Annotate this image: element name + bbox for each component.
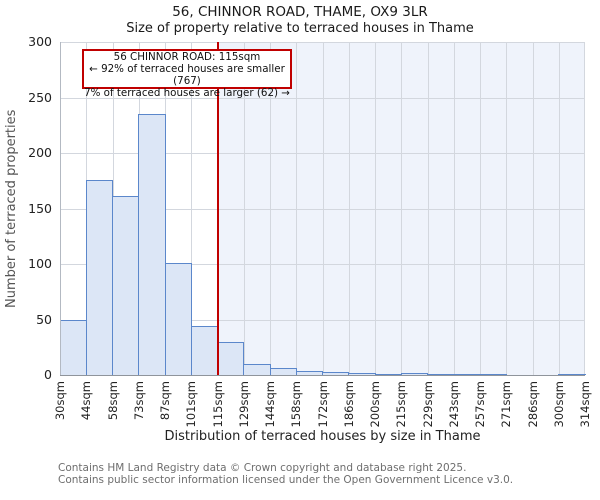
vertical-gridline	[558, 42, 560, 375]
x-tick-label: 30sqm	[53, 381, 67, 421]
vertical-gridline	[532, 42, 534, 375]
x-axis-line	[60, 375, 585, 376]
x-tick-label: 271sqm	[499, 381, 514, 428]
x-tick-label: 314sqm	[578, 381, 592, 428]
y-tick-label: 0	[44, 367, 52, 382]
histogram-bar	[479, 373, 507, 375]
y-tick-label: 150	[28, 200, 52, 216]
x-tick-label: 87sqm	[158, 381, 172, 421]
histogram-bar	[164, 262, 192, 375]
histogram-bar	[269, 368, 297, 375]
y-tick-label: 300	[28, 34, 52, 49]
x-tick-label: 229sqm	[420, 381, 435, 428]
x-tick-label: 44sqm	[79, 381, 94, 421]
vertical-gridline	[375, 42, 376, 375]
vertical-gridline	[453, 42, 455, 375]
vertical-gridline	[584, 42, 585, 375]
vertical-gridline	[348, 42, 350, 375]
annotation-larger-line: 7% of terraced houses are larger (62) →	[84, 86, 290, 99]
vertical-gridline	[506, 42, 508, 375]
annotation-smaller-line: ← 92% of terraced houses are smaller (76…	[89, 62, 285, 87]
y-tick-label: 250	[28, 89, 52, 105]
chart-subtitle: Size of property relative to terraced ho…	[126, 21, 474, 36]
footer-copyright-line: Contains HM Land Registry data © Crown c…	[58, 462, 467, 474]
x-tick-label: 286sqm	[525, 381, 540, 428]
footer-licence-line: Contains public sector information licen…	[58, 474, 514, 486]
vertical-gridline	[191, 42, 193, 375]
x-tick-label: 158sqm	[289, 381, 304, 428]
x-axis-title: Distribution of terraced houses by size …	[164, 429, 481, 444]
property-annotation-box: 56 CHINNOR ROAD: 115sqm ← 92% of terrace…	[82, 49, 292, 99]
x-tick-label: 115sqm	[210, 381, 225, 428]
vertical-gridline	[401, 42, 403, 375]
histogram-bar	[85, 179, 113, 375]
vertical-gridline	[480, 42, 481, 375]
histogram-bar	[243, 363, 271, 375]
histogram-bar	[217, 341, 245, 375]
histogram-bar	[138, 114, 166, 375]
x-tick-label: 129sqm	[236, 381, 251, 428]
histogram-bar	[558, 373, 586, 375]
vertical-gridline	[296, 42, 298, 375]
y-tick-label: 50	[36, 311, 52, 327]
x-tick-label: 200sqm	[368, 381, 382, 428]
vertical-gridline	[322, 42, 324, 375]
x-tick-label: 257sqm	[473, 381, 487, 428]
x-tick-label: 215sqm	[394, 381, 409, 428]
histogram-bar	[112, 196, 140, 375]
x-tick-label: 300sqm	[551, 381, 566, 428]
x-tick-label: 243sqm	[446, 381, 461, 428]
plot-area	[59, 42, 586, 376]
x-tick-label: 172sqm	[315, 381, 330, 428]
y-tick-label: 200	[28, 145, 52, 160]
annotation-property-line: 56 CHINNOR ROAD: 115sqm	[113, 51, 261, 63]
histogram-bar	[190, 326, 218, 375]
x-tick-label: 186sqm	[341, 381, 356, 428]
y-axis-line	[60, 42, 61, 375]
histogram-bar	[59, 319, 87, 375]
vertical-gridline	[270, 42, 271, 375]
chart-title: 56, CHINNOR ROAD, THAME, OX9 3LR	[172, 4, 428, 20]
vertical-gridline	[427, 42, 429, 375]
x-tick-label: 101sqm	[184, 381, 199, 428]
x-tick-label: 58sqm	[105, 381, 120, 421]
vertical-gridline	[243, 42, 245, 375]
property-size-marker-line	[216, 42, 219, 375]
y-tick-label: 100	[28, 256, 52, 271]
vertical-gridline	[165, 42, 166, 375]
x-tick-label: 73sqm	[131, 381, 146, 421]
x-tick-label: 144sqm	[263, 381, 277, 428]
